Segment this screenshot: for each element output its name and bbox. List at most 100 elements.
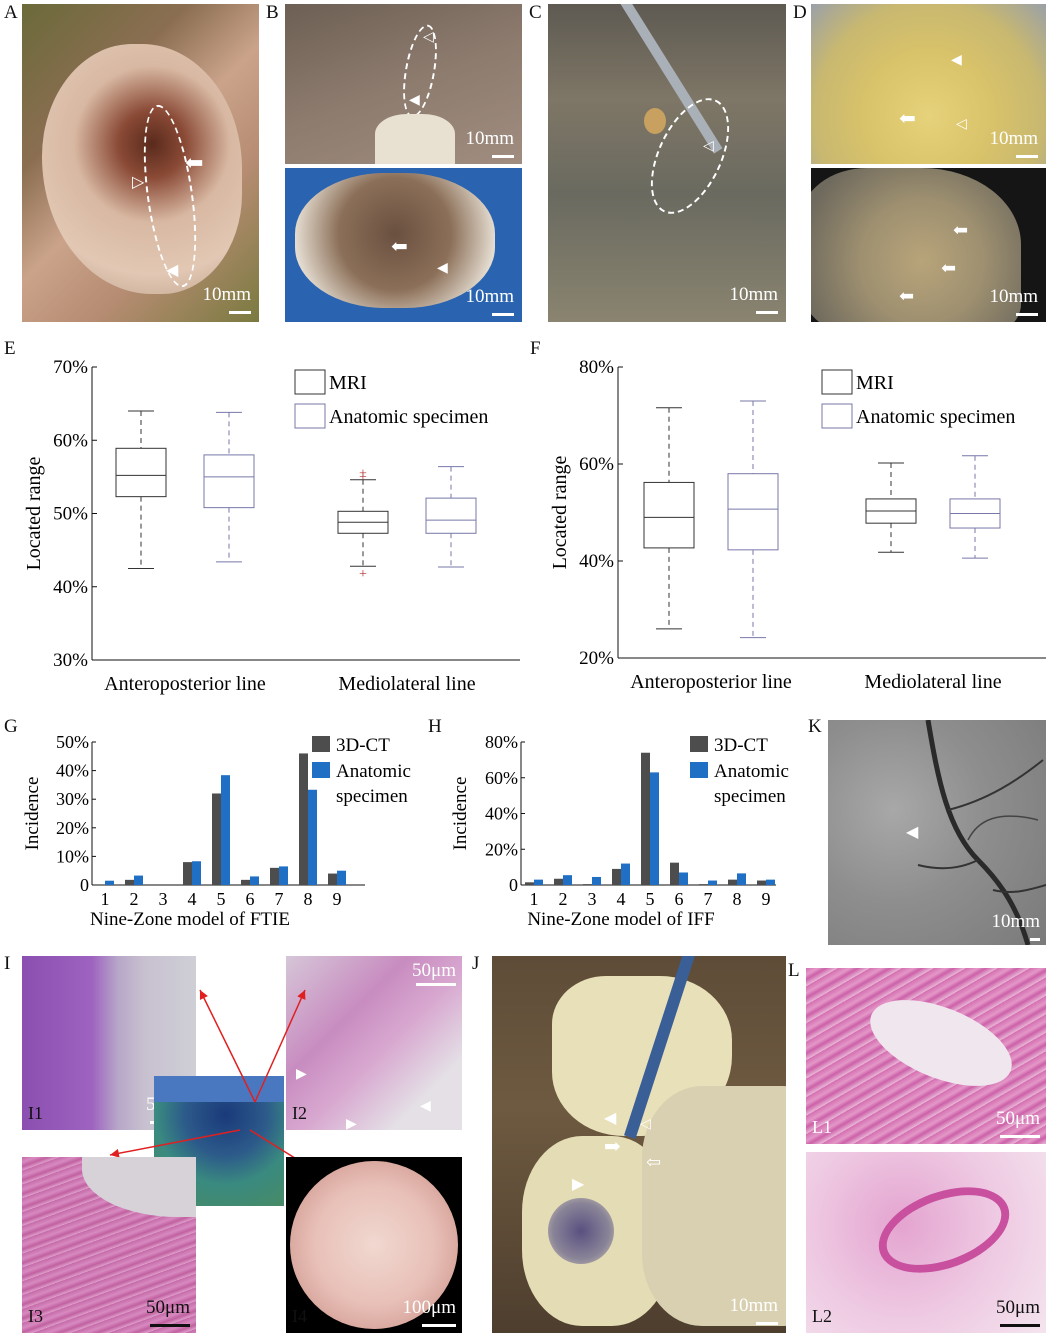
bar [554, 878, 563, 885]
angiogram-k: ◀ 10mm [828, 720, 1046, 945]
x-tick-label: 2 [559, 889, 568, 909]
legend-swatch-3d-ct [690, 736, 708, 752]
bone-section [42, 44, 242, 294]
y-tick-label: 10% [56, 846, 89, 866]
bar [583, 884, 592, 885]
y-tick-label: 40% [485, 804, 518, 824]
hollow-arrowhead-icon: ▷ [132, 174, 145, 191]
arrowhead-icon: ◀ [604, 1110, 617, 1127]
scale-bar-b-bottom: 10mm [444, 286, 514, 316]
bar [308, 789, 317, 885]
dashed-ellipse-marker [634, 86, 746, 226]
stained-region [548, 1198, 614, 1264]
bar [134, 875, 143, 885]
bar [221, 775, 230, 885]
box [425, 497, 477, 534]
bar [641, 752, 650, 885]
specimen-photo-j: ◀ ➡ ◁ ⇦ ▶ 10mm [492, 956, 786, 1333]
legend-swatch [821, 403, 853, 429]
hollow-arrowhead-icon: ◁ [423, 30, 434, 45]
histology-i2: I2 50μm ▶ ▶ ◀ [286, 956, 462, 1130]
bar [250, 876, 259, 885]
panel-label-i: I [4, 953, 11, 974]
outlier-marker: + [359, 567, 367, 582]
bar [708, 880, 717, 885]
y-tick-label: 20% [579, 648, 614, 669]
y-tick-label: 80% [485, 732, 518, 752]
vessel-wall [867, 1171, 1021, 1289]
x-tick-label: 5 [217, 889, 226, 909]
legend-label: Anatomic [336, 761, 411, 782]
x-tick-label: 3 [159, 889, 168, 909]
specimen-photo-b-top: ◁ ◀ 10mm [285, 4, 522, 164]
boxplot-chart-e: 30% 40% 50% 60% 70% Located range Anteroposter… [23, 357, 520, 695]
bar [563, 875, 572, 885]
lumen [82, 1157, 196, 1217]
bar [337, 870, 346, 885]
y-tick-label: 30% [53, 650, 88, 671]
outlier-marker: + [359, 466, 367, 481]
specimen-photo-d-top: ◀ ⬅ ◁ 10mm [811, 4, 1046, 164]
arrowhead-icon: ◀ [409, 93, 420, 108]
legend-swatch [294, 403, 326, 429]
histology-l1: L1 50μm [806, 968, 1046, 1144]
x-tick-label: 4 [617, 889, 626, 909]
y-axis-label: Incidence [450, 777, 471, 851]
y-tick-label: 80% [579, 357, 614, 378]
x-category-label: Mediolateral line [338, 673, 475, 695]
panel-label-c: C [529, 2, 542, 23]
soft-tissue [642, 1086, 786, 1326]
probe-tip [644, 108, 666, 134]
arrow-icon: ⬅ [391, 236, 408, 258]
y-tick-label: 0 [80, 875, 89, 895]
y-tick-label: 20% [485, 839, 518, 859]
arrow-icon: ⬅ [899, 286, 915, 306]
boxplot-chart-f: 20% 40% 60% 80% Located range Anteroposterior… [549, 357, 1046, 693]
vessel-tree [917, 720, 1046, 945]
bar [699, 884, 708, 885]
legend-label: specimen [336, 786, 408, 807]
y-axis-label: Incidence [22, 777, 43, 851]
box [115, 447, 167, 498]
bar [612, 868, 621, 885]
legend-label: MRI [856, 372, 894, 394]
y-tick-label: 60% [53, 430, 88, 451]
panel-label-d: D [793, 2, 807, 23]
y-tick-label: 60% [579, 454, 614, 475]
arrowhead-icon: ◀ [437, 261, 448, 276]
legend-label: 3D-CT [336, 735, 390, 756]
y-tick-label: 0 [509, 875, 518, 895]
scale-bar-d-top: 10mm [968, 128, 1038, 158]
panel-label-h: H [428, 716, 442, 737]
y-tick-label: 70% [53, 357, 88, 378]
y-tick-label: 50% [56, 732, 89, 752]
bar [241, 879, 250, 885]
bar [592, 876, 601, 885]
x-category-label: Mediolateral line [864, 671, 1001, 693]
bar [328, 873, 337, 885]
bone-section [295, 173, 495, 308]
scale-bar-i4: 100μm [376, 1297, 456, 1327]
legend-label: Anatomic [714, 761, 789, 782]
scale-bar-i2: 50μm [386, 960, 456, 990]
scale-bar-c: 10mm [708, 284, 778, 314]
bar [299, 753, 308, 885]
specimen-photo-c: ◁ 10mm [548, 4, 786, 322]
scale-bar-i3: 50μm [120, 1297, 190, 1327]
y-axis-label: Located range [549, 455, 571, 569]
legend-label: Anatomic specimen [329, 406, 488, 428]
x-tick-label: 3 [588, 889, 597, 909]
bar [125, 879, 134, 885]
sublabel-l1: L1 [812, 1117, 832, 1137]
legend-label: MRI [329, 372, 367, 394]
y-tick-label: 40% [579, 551, 614, 572]
legend-swatch [294, 369, 326, 395]
sublabel-i1: I1 [28, 1103, 43, 1123]
specimen-photo-a: ⬅ ▷ ◀ 10mm [22, 4, 259, 322]
bar [105, 880, 114, 885]
hollow-arrowhead-icon: ◁ [703, 139, 714, 154]
bar-chart-g: 0 10% 20% 30% 40% 50% Incidence 1 2 3 4 5 6 7 8 9 Nine-Z… [22, 732, 411, 930]
bar [534, 879, 543, 885]
specimen-photo-d-bottom: ⬅ ⬅ ⬅ 10mm [811, 168, 1046, 322]
panel-label-k: K [808, 716, 822, 737]
